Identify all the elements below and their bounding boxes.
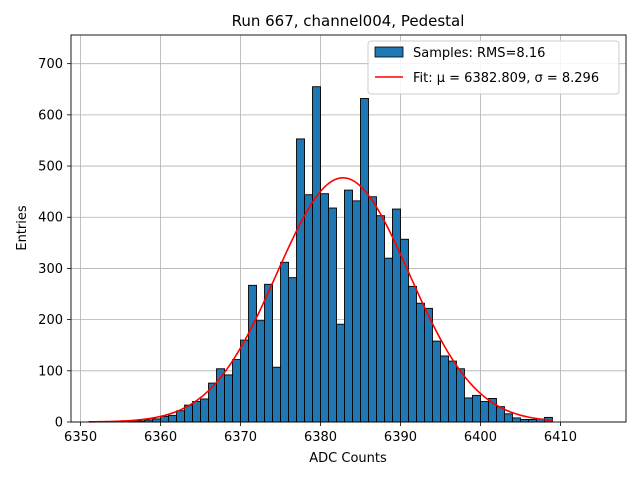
histogram-bar	[448, 360, 457, 423]
histogram-bar	[224, 374, 233, 423]
chart-title: Run 667, channel004, Pedestal	[232, 12, 465, 30]
x-tick-label: 6380	[304, 430, 337, 445]
x-tick-label: 6360	[144, 430, 177, 445]
histogram-bar	[440, 355, 449, 423]
x-tick-label: 6370	[224, 430, 257, 445]
fit-curve	[88, 177, 553, 423]
legend-fit-label: Fit: μ = 6382.809, σ = 8.296	[413, 71, 599, 86]
histogram-bar	[408, 285, 417, 423]
histogram-bar	[152, 418, 162, 423]
histogram-bar	[264, 283, 273, 423]
histogram-bar	[336, 323, 345, 423]
legend-samples-label: Samples: RMS=8.16	[413, 46, 545, 61]
histogram-bar	[200, 398, 210, 423]
histogram-bar	[304, 194, 313, 423]
y-tick-label: 300	[38, 262, 63, 277]
y-axis-label: Entries	[15, 205, 30, 251]
histogram-bar	[280, 261, 289, 423]
histogram-bar	[312, 86, 321, 423]
histogram-bar	[272, 366, 281, 423]
histogram-bar	[168, 414, 178, 423]
x-tick-label: 6350	[64, 430, 97, 445]
histogram-bar	[248, 284, 257, 423]
x-axis-ticks: 6350 6360 6370 6380 6390 6400 6410	[64, 422, 577, 445]
histogram-bar	[160, 415, 170, 423]
histogram-bar	[344, 189, 353, 423]
histogram-bar	[360, 98, 369, 423]
x-tick-label: 6390	[384, 430, 417, 445]
histogram-bar	[328, 207, 337, 423]
x-axis-label: ADC Counts	[309, 451, 387, 466]
histogram-bar	[352, 200, 361, 423]
histogram-bar	[424, 307, 433, 423]
histogram-bar	[456, 368, 465, 423]
histogram-bar	[320, 193, 329, 423]
y-tick-label: 700	[38, 57, 63, 72]
histogram-bar	[384, 257, 393, 423]
y-tick-label: 500	[38, 160, 63, 175]
histogram-bar	[240, 339, 249, 423]
legend: Samples: RMS=8.16 Fit: μ = 6382.809, σ =…	[367, 40, 620, 95]
legend-samples-swatch	[374, 46, 404, 58]
y-axis-ticks: 0 100 200 300 400 500 600 700	[38, 57, 71, 431]
histogram-bar	[472, 394, 481, 423]
histogram-bar	[480, 401, 489, 423]
plot-frame	[70, 34, 627, 423]
x-tick-label: 6410	[544, 430, 577, 445]
y-tick-label: 0	[55, 416, 63, 431]
histogram-bar	[256, 320, 265, 423]
y-tick-label: 600	[38, 108, 63, 123]
histogram-bar	[368, 196, 377, 423]
histogram-bar	[376, 215, 385, 423]
histogram-bar	[400, 238, 409, 423]
y-tick-label: 200	[38, 313, 63, 328]
histogram-bar	[176, 410, 186, 423]
histogram-bar	[432, 340, 441, 423]
histogram-bar	[464, 397, 473, 423]
histogram-bar	[288, 277, 297, 423]
y-tick-label: 400	[38, 211, 63, 226]
histogram-bar	[416, 302, 425, 423]
x-tick-label: 6400	[464, 430, 497, 445]
histogram-bar	[232, 359, 241, 423]
y-tick-label: 100	[38, 364, 63, 379]
legend-box	[367, 40, 620, 95]
histogram-bar	[511, 417, 521, 423]
histogram-bar	[296, 138, 305, 423]
histogram-bar	[503, 413, 513, 423]
histogram-bar	[192, 401, 202, 423]
